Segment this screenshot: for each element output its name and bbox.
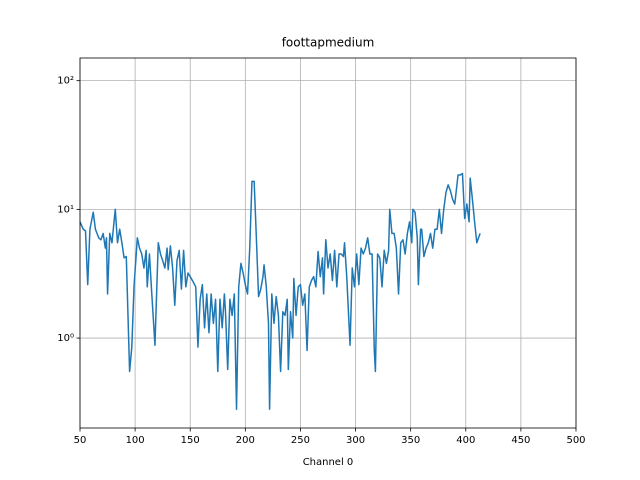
y-tick-label: 10⁰: [57, 333, 74, 344]
x-tick-label: 100: [126, 435, 145, 446]
x-tick-label: 200: [236, 435, 255, 446]
x-tick-label: 50: [74, 435, 87, 446]
x-tick-label: 450: [511, 435, 530, 446]
y-tick-label: 10¹: [57, 204, 74, 215]
x-tick-label: 300: [346, 435, 365, 446]
plot-frame: [79, 57, 577, 429]
chart-title: foottapmedium: [282, 36, 375, 50]
y-tick-label: 10²: [57, 76, 74, 87]
x-tick-label: 400: [456, 435, 475, 446]
x-tick-label: 150: [181, 435, 200, 446]
x-tick-label: 350: [401, 435, 420, 446]
x-tick-label: 500: [566, 435, 585, 446]
data-line: [79, 172, 481, 410]
x-tick-label: 250: [291, 435, 310, 446]
x-axis-label: Channel 0: [303, 457, 354, 468]
